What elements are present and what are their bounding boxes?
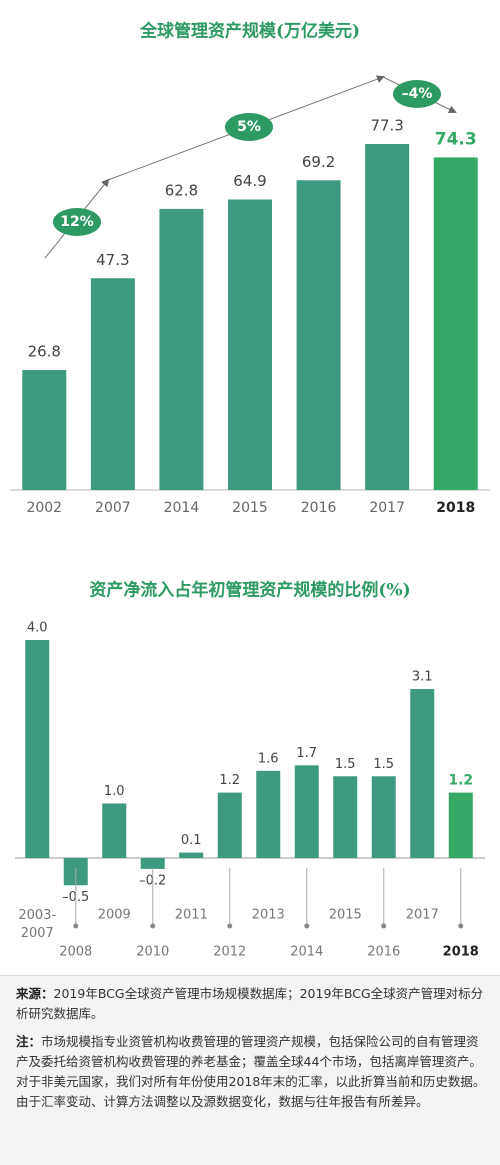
label-pin-dot xyxy=(381,923,387,929)
value-label: 1.7 xyxy=(296,746,317,761)
x-tick-label: 2008 xyxy=(59,945,92,960)
bar xyxy=(102,803,127,858)
x-tick-label: 2015 xyxy=(232,500,268,516)
bar xyxy=(90,278,135,490)
value-label: 74.3 xyxy=(435,129,477,149)
x-tick-label: 2012 xyxy=(213,945,246,960)
x-tick-label: 2014 xyxy=(164,500,200,516)
bar xyxy=(296,180,341,490)
label-pin-dot xyxy=(150,923,156,929)
value-label: 3.1 xyxy=(412,670,433,685)
bar xyxy=(371,776,396,858)
value-label: 0.1 xyxy=(181,833,202,848)
x-tick-label: 2017 xyxy=(369,500,405,516)
x-tick-label: 2014 xyxy=(290,945,323,960)
x-tick-label: 2013 xyxy=(252,908,285,923)
annotation: –4% xyxy=(402,86,433,102)
x-tick-label: 2018 xyxy=(443,945,479,960)
x-tick-label: 2016 xyxy=(367,945,400,960)
note-text: 市场规模指专业资管机构收费管理的管理资产规模，包括保险公司的自有管理资产及委托给… xyxy=(16,1034,486,1109)
label-pin-dot xyxy=(304,923,310,929)
annotation: 5% xyxy=(237,119,261,135)
x-tick-label: 2018 xyxy=(436,500,475,516)
x-tick-label: 2009 xyxy=(98,908,131,923)
x-tick-label: 2003-2007 xyxy=(18,908,56,941)
value-label: 1.2 xyxy=(448,773,473,789)
bar xyxy=(228,199,272,490)
chart-title: 全球管理资产规模(万亿美元) xyxy=(139,21,360,42)
bar xyxy=(294,765,319,858)
bar xyxy=(365,144,410,490)
value-label: 64.9 xyxy=(233,172,266,190)
bar xyxy=(179,852,204,858)
annotation-bubble xyxy=(225,113,273,141)
label-pin-dot xyxy=(227,923,233,929)
value-label: 69.2 xyxy=(302,153,335,171)
value-label: 1.2 xyxy=(219,773,240,788)
annotation: 12% xyxy=(60,214,94,230)
label-pin-dot xyxy=(458,923,464,929)
value-label: 26.8 xyxy=(28,343,61,361)
value-label: 47.3 xyxy=(96,251,129,269)
value-label: 1.5 xyxy=(373,757,394,772)
bar xyxy=(217,792,242,858)
bar xyxy=(22,370,67,490)
value-label: 1.5 xyxy=(335,757,356,772)
label-pin-dot xyxy=(73,923,79,929)
bar xyxy=(25,640,50,858)
x-tick-label: 2011 xyxy=(175,908,208,923)
x-tick-label: 2016 xyxy=(301,500,337,516)
note-label: 注： xyxy=(16,1034,42,1049)
x-tick-label: 2002 xyxy=(26,500,62,516)
source-label: 来源： xyxy=(16,986,54,1001)
value-label: 1.0 xyxy=(104,784,125,799)
bar xyxy=(256,770,281,858)
x-tick-label: 2007 xyxy=(95,500,131,516)
note: 注：市场规模指专业资管机构收费管理的管理资产规模，包括保险公司的自有管理资产及委… xyxy=(16,1032,488,1112)
x-tick-label: 2017 xyxy=(406,908,439,923)
chart-title: 资产净流入占年初管理资产规模的比例(%) xyxy=(89,580,410,601)
value-label: 1.6 xyxy=(258,751,279,766)
annotation-bubble xyxy=(53,208,101,236)
value-label: 4.0 xyxy=(27,621,48,636)
source: 来源：2019年BCG全球资产管理市场规模数据库；2019年BCG全球资产管理对… xyxy=(16,984,488,1024)
x-tick-label: 2010 xyxy=(136,945,169,960)
bar xyxy=(159,208,204,491)
bar xyxy=(333,776,358,858)
charts: 全球管理资产规模(万亿美元) 资产净流入占年初管理资产规模的比例(%) 26.8… xyxy=(10,21,490,960)
source-text: 2019年BCG全球资产管理市场规模数据库；2019年BCG全球资产管理对标分析… xyxy=(16,986,484,1021)
x-tick-label: 2015 xyxy=(329,908,362,923)
annotation-bubble xyxy=(393,80,441,108)
value-label: 77.3 xyxy=(370,117,403,135)
footer: 来源：2019年BCG全球资产管理市场规模数据库；2019年BCG全球资产管理对… xyxy=(0,975,500,1165)
bar xyxy=(433,157,478,490)
bar xyxy=(140,858,165,869)
bar xyxy=(448,792,473,858)
bar xyxy=(410,689,435,858)
value-label: 62.8 xyxy=(165,181,198,199)
